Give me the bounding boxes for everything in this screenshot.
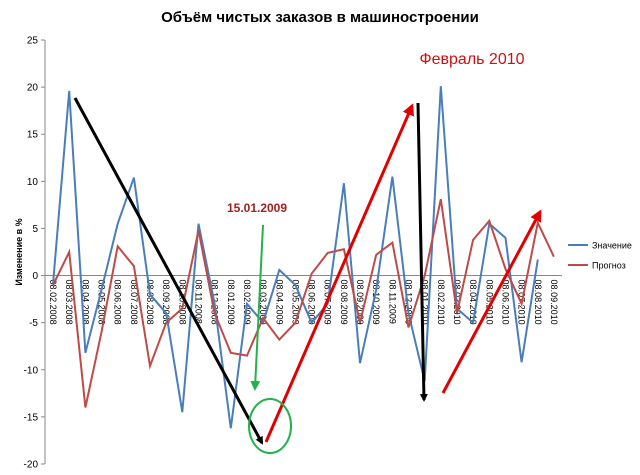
- x-tick-label: 08.09.2008: [161, 280, 171, 325]
- y-tick-label: 15: [27, 130, 39, 141]
- annotation: Февраль 2010: [419, 51, 524, 68]
- x-tick-label: 08.08.2008: [145, 280, 155, 325]
- x-tick-label: 08.05.2008: [97, 280, 107, 325]
- y-tick-label: 5: [32, 224, 38, 235]
- x-tick-label: 08.05.2010: [484, 280, 494, 325]
- legend-label: Прогноз: [592, 261, 626, 271]
- series-line: [52, 198, 555, 408]
- arrow: [441, 209, 542, 394]
- x-tick-label: 08.04.2008: [80, 280, 90, 325]
- x-tick-label: 08.04.2009: [274, 280, 284, 325]
- legend-label: Значение: [592, 241, 632, 251]
- x-tick-label: 08.09.2010: [549, 280, 559, 325]
- x-tick-label: 08.06.2008: [113, 280, 123, 325]
- highlight-circle: [248, 398, 292, 454]
- arrow: [416, 102, 428, 402]
- x-tick-label: 08.01.2010: [420, 280, 430, 325]
- y-tick-label: -10: [24, 365, 39, 376]
- y-tick-label: -5: [29, 318, 38, 329]
- x-tick-label: 08.09.2009: [355, 280, 365, 325]
- x-tick-label: 08.02.2010: [436, 280, 446, 325]
- x-tick-label: 08.02.2008: [48, 280, 58, 325]
- x-tick-label: 08.08.2009: [339, 280, 349, 325]
- x-tick-label: 08.02.2009: [242, 280, 252, 325]
- chart-title: Объём чистых заказов в машиностроении: [161, 9, 479, 26]
- y-tick-label: 20: [27, 83, 39, 94]
- x-tick-label: 08.07.2008: [129, 280, 139, 325]
- y-tick-label: -20: [24, 460, 39, 471]
- x-tick-label: 08.05.2009: [290, 280, 300, 325]
- x-tick-label: 08.11.2008: [193, 280, 203, 324]
- x-tick-label: 08.04.2010: [468, 280, 478, 325]
- arrow: [264, 103, 414, 443]
- x-tick-label: 08.11.2009: [387, 280, 397, 324]
- y-tick-label: 25: [27, 36, 39, 47]
- plot: -20 -15 -10 -5 0 5 10 15 20 25 08.02.2008 08.03.200…: [24, 36, 632, 471]
- x-tick-label: 08.12.2009: [404, 280, 414, 325]
- x-tick-label: 08.10.2009: [371, 280, 381, 325]
- x-tick-label: 08.06.2010: [500, 280, 510, 325]
- y-axis-label: Изменение в %: [14, 218, 24, 285]
- x-tick-label: 08.06.2009: [307, 280, 317, 325]
- x-tick-label: 08.08.2010: [533, 280, 543, 325]
- x-tick-label: 08.10.2008: [177, 280, 187, 325]
- x-tick-label: 08.03.2009: [258, 280, 268, 325]
- arrow: [250, 224, 264, 391]
- x-tick-label: 08.01.2009: [226, 280, 236, 325]
- y-tick-label: 10: [27, 177, 39, 188]
- y-tick-label: -15: [24, 412, 39, 423]
- x-tick-label: 08.03.2008: [64, 280, 74, 325]
- y-tick-label: 0: [32, 271, 38, 282]
- arrow: [73, 97, 264, 445]
- annotation: 15.01.2009: [227, 201, 287, 215]
